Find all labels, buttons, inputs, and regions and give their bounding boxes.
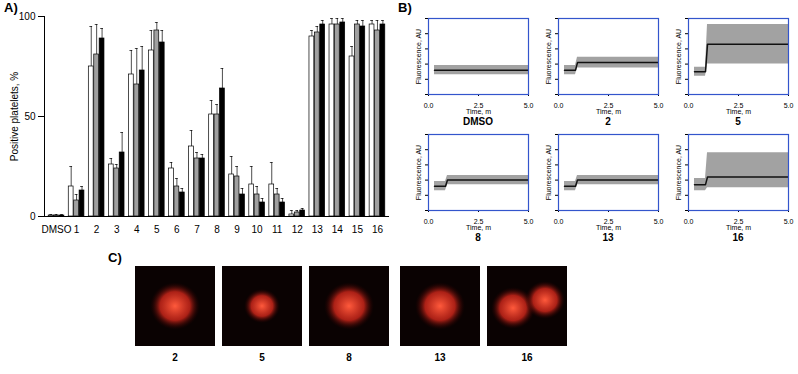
svg-text:0.0: 0.0 [424, 218, 434, 225]
svg-text:13: 13 [312, 224, 324, 235]
svg-text:2.5: 2.5 [473, 102, 484, 110]
html-text:2: 2 [605, 116, 611, 127]
svg-text:Time, m: Time, m [596, 108, 621, 115]
html-text:C): C) [108, 250, 122, 265]
svg-text:0.0: 0.0 [554, 102, 564, 109]
svg-text:4: 4 [134, 224, 140, 235]
html-text:8: 8 [346, 352, 352, 363]
html-text:5: 5 [735, 116, 741, 127]
svg-text:0.0: 0.0 [684, 102, 694, 109]
svg-text:14: 14 [332, 224, 344, 235]
svg-text:0.0: 0.0 [554, 218, 564, 225]
svg-text:3: 3 [114, 224, 120, 235]
html-text:DMSO: DMSO [463, 116, 493, 127]
svg-text:50: 50 [24, 111, 36, 122]
svg-text:5: 5 [154, 224, 160, 235]
html-text:16: 16 [732, 232, 744, 243]
svg-text:1: 1 [74, 224, 80, 235]
svg-text:2.5: 2.5 [473, 218, 484, 226]
svg-text:0: 0 [30, 211, 36, 222]
svg-text:5.0: 5.0 [524, 218, 534, 225]
svg-text:15: 15 [352, 224, 364, 235]
svg-text:100: 100 [19, 11, 36, 22]
svg-text:5.0: 5.0 [784, 102, 794, 109]
html-text:16: 16 [521, 352, 533, 363]
svg-text:Fluorescence, AU: Fluorescence, AU [545, 145, 552, 200]
svg-text:Time, m: Time, m [466, 108, 491, 115]
svg-text:Time, m: Time, m [726, 224, 751, 231]
svg-text:5.0: 5.0 [524, 102, 534, 109]
svg-text:9: 9 [234, 224, 240, 235]
html-text:8: 8 [475, 232, 481, 243]
svg-text:7: 7 [194, 224, 200, 235]
svg-text:16: 16 [372, 224, 384, 235]
svg-text:0.0: 0.0 [424, 102, 434, 109]
svg-text:2.5: 2.5 [603, 218, 614, 226]
html-text:A): A) [4, 0, 18, 15]
html-text:B): B) [398, 0, 412, 15]
svg-text:Time, m: Time, m [466, 224, 491, 231]
svg-text:2.5: 2.5 [603, 102, 614, 110]
svg-text:12: 12 [292, 224, 304, 235]
svg-text:10: 10 [252, 224, 264, 235]
svg-text:Time, m: Time, m [726, 108, 751, 115]
html-text:2: 2 [172, 352, 178, 363]
html-text:13: 13 [434, 352, 446, 363]
svg-text:Fluorescence, AU: Fluorescence, AU [675, 29, 682, 84]
svg-text:Fluorescence, AU: Fluorescence, AU [415, 29, 422, 84]
svg-text:6: 6 [174, 224, 180, 235]
svg-text:11: 11 [272, 224, 283, 235]
svg-text:2.5: 2.5 [733, 102, 744, 110]
svg-text:DMSO: DMSO [42, 224, 72, 235]
svg-text:5.0: 5.0 [654, 218, 664, 225]
svg-text:Positive platelets, %: Positive platelets, % [9, 72, 20, 162]
svg-text:Fluorescence, AU: Fluorescence, AU [675, 145, 682, 200]
svg-text:5.0: 5.0 [654, 102, 664, 109]
svg-text:2: 2 [94, 224, 100, 235]
svg-text:2.5: 2.5 [733, 218, 744, 226]
svg-text:8: 8 [214, 224, 220, 235]
svg-text:0.0: 0.0 [684, 218, 694, 225]
svg-text:Fluorescence, AU: Fluorescence, AU [545, 29, 552, 84]
svg-text:Time, m: Time, m [596, 224, 621, 231]
html-text:5: 5 [259, 352, 265, 363]
svg-text:5.0: 5.0 [784, 218, 794, 225]
html-text:13: 13 [602, 232, 614, 243]
svg-text:Fluorescence, AU: Fluorescence, AU [415, 145, 422, 200]
